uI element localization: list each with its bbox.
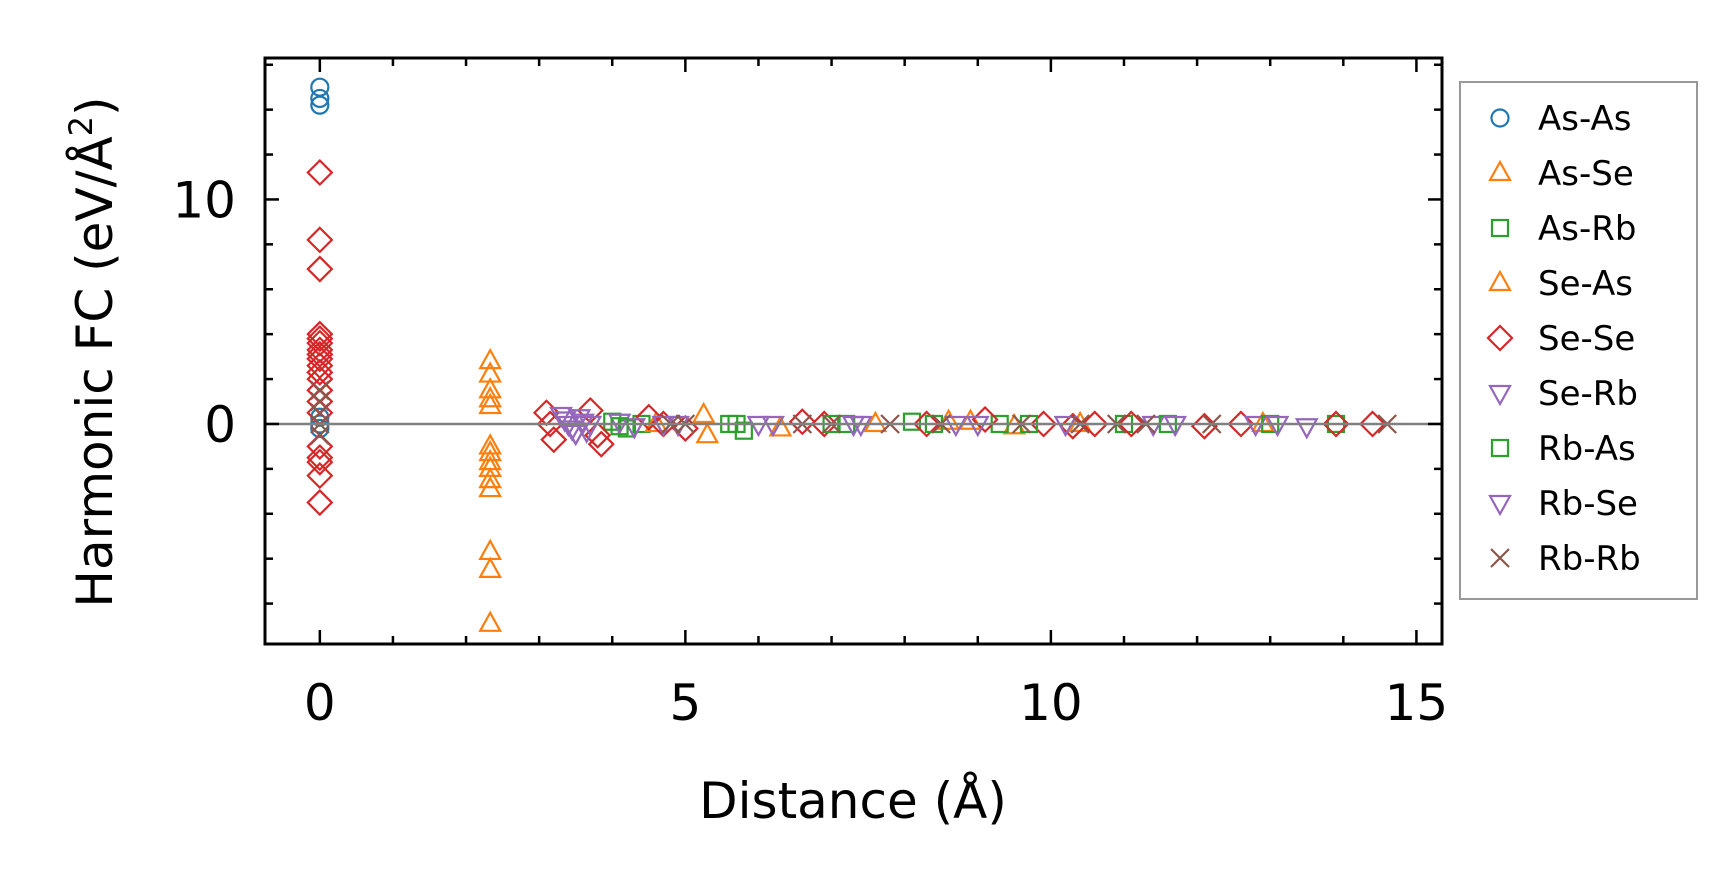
legend-label-rb-as: Rb-As <box>1538 429 1636 469</box>
legend-marker-rb-rb <box>1490 548 1510 568</box>
point-se-se <box>810 410 838 438</box>
point-rb-se <box>841 415 866 438</box>
legend-marker-as-rb <box>1490 218 1510 238</box>
point-se-se <box>306 448 334 476</box>
point-se-se <box>306 158 334 187</box>
point-se-se <box>306 462 334 490</box>
point-as-rb <box>902 412 922 431</box>
point-se-se <box>1227 410 1255 438</box>
point-se-as <box>936 408 961 430</box>
legend-label-as-rb: As-Rb <box>1538 209 1636 249</box>
point-as-se <box>695 421 720 444</box>
point-as-se <box>691 401 716 424</box>
point-as-se <box>478 556 503 579</box>
point-rb-se <box>1265 415 1290 438</box>
legend-marker-as-as <box>1490 108 1510 128</box>
y-tick-label: 0 <box>204 396 236 454</box>
legend-items: As-As As-Se As-Rb Se-As Se-Se Se-Rb Rb-As Rb-Se… <box>1486 99 1641 579</box>
point-as-se <box>863 410 888 433</box>
point-se-se <box>576 396 604 425</box>
point-rb-se <box>746 415 771 438</box>
data-markers <box>306 77 1397 632</box>
point-se-se <box>788 408 816 436</box>
point-se-se <box>306 444 334 472</box>
legend-label-rb-rb: Rb-Rb <box>1538 539 1641 579</box>
point-se-se <box>306 358 334 386</box>
legend-marker-rb-as <box>1490 438 1510 458</box>
legend-label-as-as: As-As <box>1538 99 1631 139</box>
point-se-se <box>306 255 334 283</box>
point-as-se <box>478 538 503 561</box>
legend-marker-se-rb <box>1488 384 1512 407</box>
legend-label-se-rb: Se-Rb <box>1538 374 1638 414</box>
point-se-se <box>1322 410 1350 438</box>
point-rb-se <box>943 415 968 438</box>
legend-marker-rb-se <box>1488 494 1512 517</box>
point-se-se <box>306 325 334 353</box>
point-as-se <box>478 475 503 498</box>
y-axis-label-main: Harmonic FC (eV/Å <box>66 136 124 607</box>
point-se-se <box>1358 410 1387 438</box>
y-tick-label: 10 <box>172 171 236 229</box>
y-axis-label: Harmonic FC (eV/Å2) <box>62 96 124 607</box>
point-se-rb <box>622 418 647 440</box>
point-se-se <box>587 430 615 458</box>
x-tick-label: 10 <box>1019 674 1083 732</box>
legend-label-se-se: Se-Se <box>1538 319 1635 359</box>
y-axis-label-end: ) <box>66 96 124 116</box>
point-as-se <box>478 433 503 455</box>
legend-marker-as-se <box>1488 159 1512 182</box>
axis-ticks <box>265 58 1442 644</box>
point-se-se <box>584 421 612 449</box>
legend-label-as-se: As-Se <box>1538 154 1634 194</box>
y-axis-label-superscript: 2 <box>62 116 100 136</box>
legend-label-rb-se: Rb-Se <box>1538 484 1638 524</box>
point-se-se <box>1030 410 1058 438</box>
legend-marker-se-as <box>1488 269 1512 292</box>
point-as-se <box>478 347 503 370</box>
point-se-se <box>635 403 663 431</box>
point-se-se <box>306 226 334 254</box>
point-rb-se <box>563 424 588 447</box>
point-se-rb <box>761 415 785 438</box>
plot-frame <box>263 56 1444 646</box>
point-se-se <box>971 405 999 434</box>
x-axis-label: Distance (Å) <box>699 772 1007 830</box>
point-se-rb <box>1243 415 1268 438</box>
point-rb-se <box>1053 415 1078 438</box>
tick-labels: 0 5 10 15 0 10 <box>172 171 1448 732</box>
point-as-as <box>310 88 330 109</box>
point-se-se <box>306 345 334 373</box>
legend: As-As As-Se As-Rb Se-As Se-Se Se-Rb Rb-As Rb-Se… <box>1459 81 1698 600</box>
legend-marker-se-se <box>1486 324 1514 352</box>
point-rb-as <box>610 417 629 436</box>
point-se-se <box>1117 410 1145 438</box>
point-as-se <box>478 377 503 399</box>
point-se-as <box>768 415 793 437</box>
point-se-se <box>1081 410 1109 438</box>
point-as-se <box>478 466 503 489</box>
point-rb-se <box>1294 418 1319 440</box>
x-tick-label: 15 <box>1385 674 1449 732</box>
point-se-se <box>540 426 568 454</box>
point-se-as <box>644 410 668 433</box>
point-as-se <box>478 439 503 462</box>
point-as-as <box>310 95 330 115</box>
point-rb-rb <box>310 425 330 445</box>
point-se-se <box>306 488 334 517</box>
point-rb-se <box>1163 415 1188 438</box>
point-as-as <box>310 418 330 439</box>
point-as-se <box>478 610 503 632</box>
point-se-rb <box>965 415 990 438</box>
point-se-se <box>913 410 941 438</box>
legend-label-se-as: Se-As <box>1538 264 1633 304</box>
point-as-se <box>478 386 503 408</box>
point-as-se <box>478 392 503 415</box>
point-as-se <box>478 361 503 383</box>
x-tick-label: 0 <box>304 674 336 732</box>
x-tick-label: 5 <box>669 674 701 732</box>
